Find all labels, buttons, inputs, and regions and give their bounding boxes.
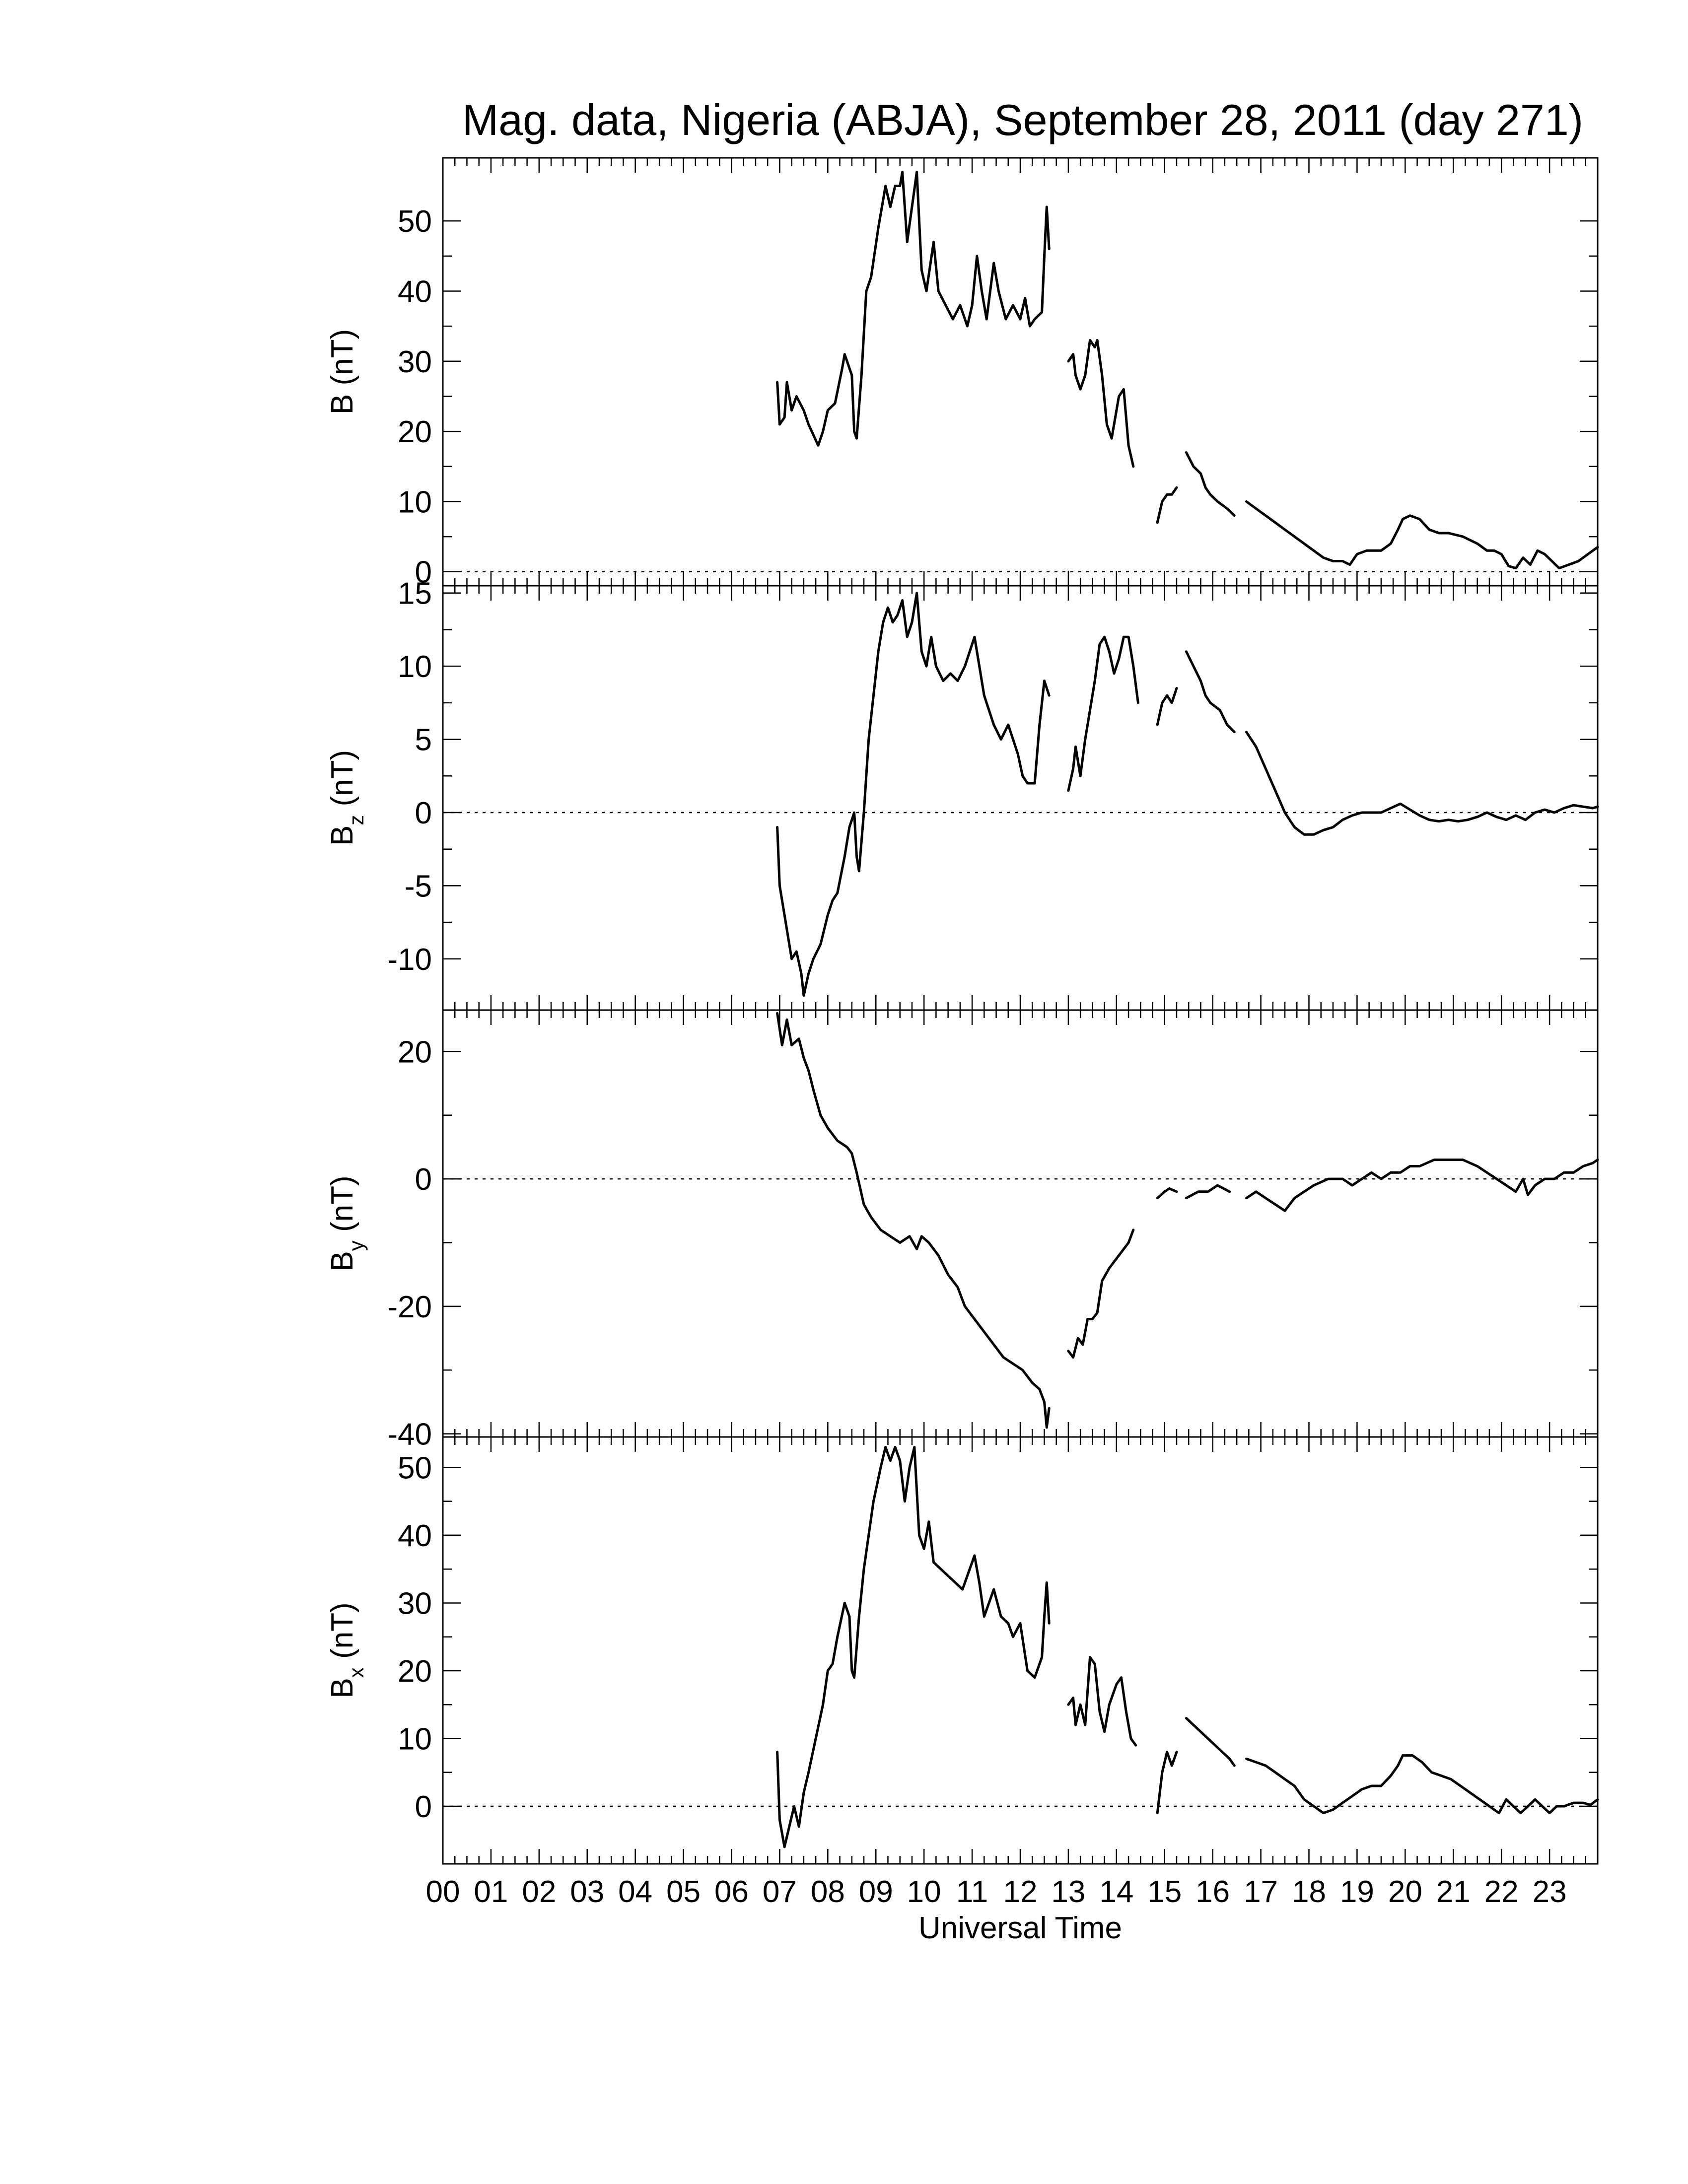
- series-trace-b: [1185, 451, 1236, 517]
- series-trace-bx: [1156, 1751, 1178, 1815]
- y-tick-label: 0: [415, 796, 432, 830]
- x-tick-label: 09: [859, 1875, 893, 1909]
- panels: 0 10 20 30 40 50 B (nT) -10 -5 0 5 10 15 Bz (nT) -40 -2…: [325, 157, 1599, 1865]
- y-tick-label: 10: [398, 1722, 432, 1756]
- x-tick-label: 14: [1099, 1875, 1133, 1909]
- x-tick-label: 21: [1436, 1875, 1471, 1909]
- x-tick-label: 02: [522, 1875, 556, 1909]
- series-trace-bz: [1245, 731, 1599, 836]
- y-tick-label: -10: [387, 943, 432, 977]
- panel-b: 0 10 20 30 40 50 B (nT): [325, 157, 1599, 590]
- x-tick-label: 05: [666, 1875, 701, 1909]
- series-trace-by: [1067, 1228, 1135, 1359]
- y-tick-label: 40: [398, 1519, 432, 1553]
- panel-by: -40 -20 0 20 By (nT): [325, 1009, 1599, 1452]
- x-tick-label: 10: [907, 1875, 941, 1909]
- x-tick-label: 19: [1340, 1875, 1374, 1909]
- x-tick-label: 04: [618, 1875, 652, 1909]
- y-tick-label: 40: [398, 274, 432, 309]
- panel-bx: 0 10 20 30 40 50 Bx (nT): [325, 1436, 1599, 1865]
- x-tick-label: 17: [1244, 1875, 1278, 1909]
- x-tick-labels: 00 01 02 03 04 05 06 07 08 09 10 11 12 13 14 15 16 17 18 19…: [426, 1875, 1567, 1909]
- y-tick-label: -40: [387, 1418, 432, 1452]
- y-tick-label: 0: [415, 555, 432, 590]
- y-axis-label: Bx (nT): [325, 1602, 368, 1698]
- x-tick-label: 18: [1292, 1875, 1326, 1909]
- y-tick-label: 10: [398, 485, 432, 519]
- x-tick-label: 13: [1051, 1875, 1085, 1909]
- series-trace-b: [1067, 339, 1135, 468]
- series-trace-bx: [1245, 1754, 1599, 1815]
- series-trace-bz: [1067, 635, 1139, 792]
- x-tick-label: 03: [570, 1875, 604, 1909]
- panel-frame: [442, 1436, 1599, 1865]
- series-trace-bx: [1067, 1656, 1137, 1747]
- x-tick-label: 22: [1484, 1875, 1519, 1909]
- series-trace-by: [1185, 1184, 1231, 1200]
- x-tick-label: 06: [714, 1875, 749, 1909]
- y-tick-label: 20: [398, 1035, 432, 1069]
- panel-frame: [442, 1009, 1599, 1438]
- x-tick-label: 12: [1003, 1875, 1038, 1909]
- y-tick-label: 20: [398, 415, 432, 449]
- y-tick-label: 10: [398, 650, 432, 684]
- panel-frame: [442, 585, 1599, 1011]
- x-tick-label: 08: [811, 1875, 845, 1909]
- y-tick-label: 50: [398, 205, 432, 239]
- series-trace-bz: [1185, 650, 1236, 734]
- series-trace-b: [776, 170, 1051, 447]
- series-trace-b: [1245, 500, 1599, 570]
- y-tick-label: 15: [398, 577, 432, 611]
- x-tick-label: 07: [763, 1875, 797, 1909]
- x-tick-label: 11: [956, 1875, 988, 1909]
- x-tick-label: 23: [1533, 1875, 1567, 1909]
- x-axis-label: Universal Time: [918, 1911, 1122, 1945]
- y-tick-label: 5: [415, 723, 432, 757]
- y-tick-label: -5: [405, 869, 432, 903]
- y-tick-label: 30: [398, 1586, 432, 1621]
- y-tick-label: 20: [398, 1654, 432, 1689]
- y-tick-label: 0: [415, 1790, 432, 1824]
- x-tick-label: 00: [426, 1875, 460, 1909]
- x-tick-label: 01: [474, 1875, 508, 1909]
- x-tick-label: 20: [1388, 1875, 1422, 1909]
- x-tick-label: 16: [1196, 1875, 1230, 1909]
- series-trace-bz: [776, 592, 1051, 997]
- x-tick-label: 15: [1147, 1875, 1182, 1909]
- y-axis-label: B (nT): [325, 329, 359, 414]
- series-trace-b: [1156, 486, 1178, 524]
- y-tick-label: 0: [415, 1162, 432, 1197]
- y-axis-label: Bz (nT): [325, 750, 368, 846]
- y-tick-label: 30: [398, 345, 432, 379]
- panel-bz: -10 -5 0 5 10 15 Bz (nT): [325, 577, 1599, 1011]
- series-trace-by: [776, 1012, 1051, 1429]
- y-tick-label: -20: [387, 1290, 432, 1324]
- y-tick-label: 50: [398, 1451, 432, 1485]
- series-trace-by: [1245, 1159, 1599, 1212]
- series-trace-bx: [776, 1446, 1051, 1848]
- panel-frame: [442, 157, 1599, 587]
- series-trace-bx: [1185, 1717, 1236, 1767]
- y-axis-label: By (nT): [325, 1175, 368, 1271]
- chart-title: Mag. data, Nigeria (ABJA), September 28,…: [462, 95, 1583, 144]
- series-trace-by: [1156, 1187, 1178, 1200]
- series-trace-bz: [1156, 686, 1178, 726]
